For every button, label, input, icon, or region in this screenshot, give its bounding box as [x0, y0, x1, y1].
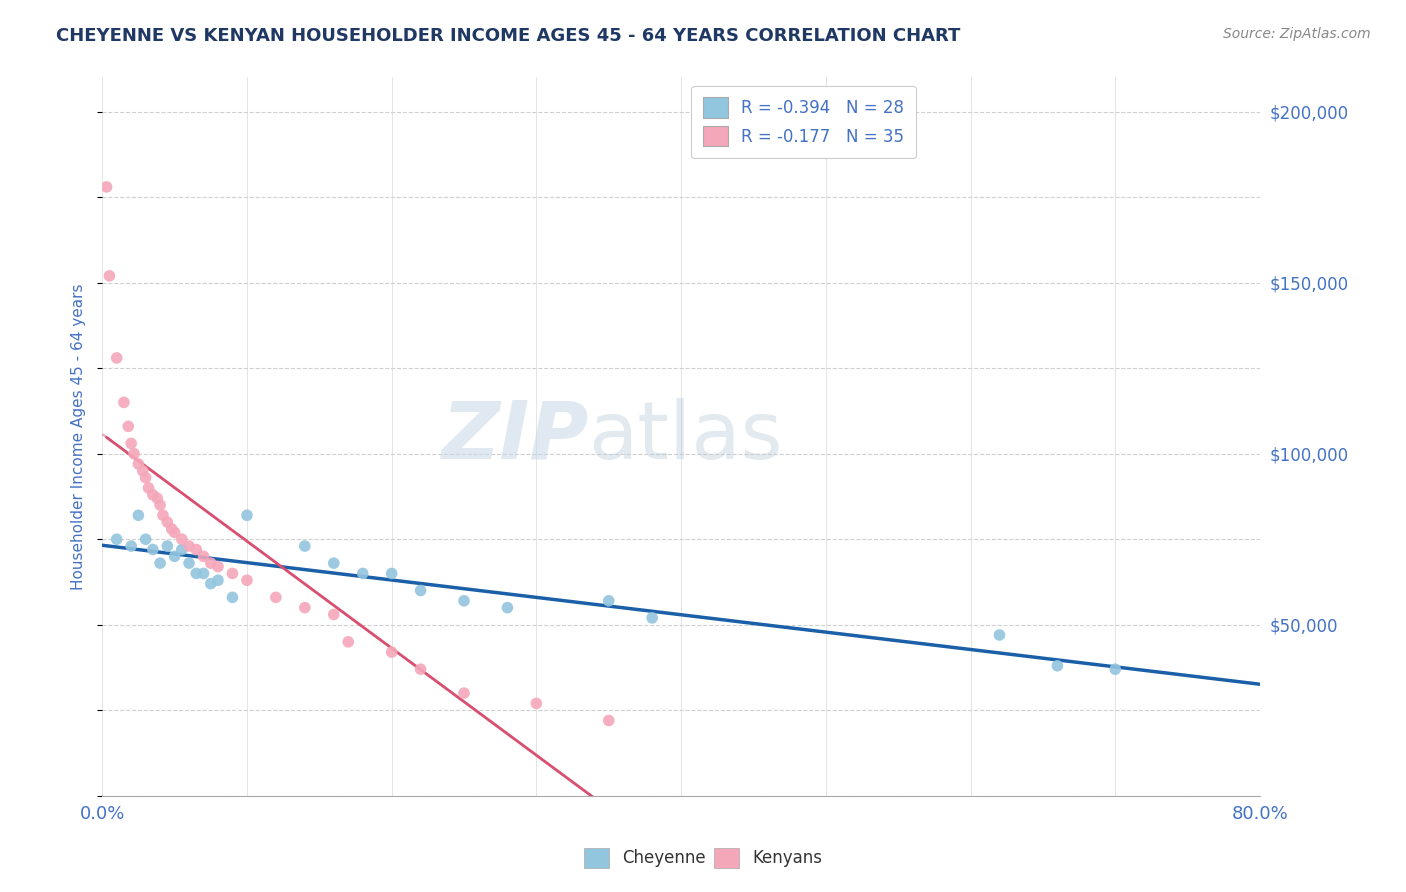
Point	[409, 662, 432, 676]
Point	[221, 591, 243, 605]
Point	[105, 533, 128, 547]
Point	[122, 447, 145, 461]
Point	[193, 549, 215, 564]
Point	[142, 542, 165, 557]
Point	[337, 635, 360, 649]
Point	[152, 508, 174, 523]
Point	[236, 508, 259, 523]
Point	[352, 566, 374, 581]
Point	[1104, 662, 1126, 676]
Point	[294, 600, 316, 615]
Point	[120, 436, 142, 450]
Point	[177, 539, 200, 553]
Point	[170, 533, 193, 547]
Point	[264, 591, 287, 605]
Point	[135, 470, 157, 484]
Y-axis label: Householder Income Ages 45 - 64 years: Householder Income Ages 45 - 64 years	[72, 284, 86, 590]
Point	[496, 600, 519, 615]
Point	[207, 559, 229, 574]
Point	[160, 522, 183, 536]
Point	[598, 714, 620, 728]
Point	[186, 542, 208, 557]
Point	[132, 464, 155, 478]
Text: Source: ZipAtlas.com: Source: ZipAtlas.com	[1223, 27, 1371, 41]
Point	[117, 419, 139, 434]
Point	[598, 594, 620, 608]
Point	[142, 488, 165, 502]
Point	[381, 566, 404, 581]
Point	[186, 566, 208, 581]
Point	[127, 457, 149, 471]
Legend: R = -0.394   N = 28, R = -0.177   N = 35: R = -0.394 N = 28, R = -0.177 N = 35	[692, 86, 915, 158]
Point	[96, 180, 118, 194]
Point	[135, 533, 157, 547]
Point	[112, 395, 135, 409]
Point	[177, 556, 200, 570]
Point	[146, 491, 169, 505]
Point	[200, 556, 222, 570]
Point	[127, 508, 149, 523]
Point	[163, 525, 186, 540]
Point	[149, 498, 172, 512]
Point	[138, 481, 160, 495]
Point	[1046, 658, 1069, 673]
Text: ZIP: ZIP	[441, 398, 589, 475]
Point	[200, 576, 222, 591]
Point	[236, 574, 259, 588]
Point	[453, 594, 475, 608]
Point	[156, 539, 179, 553]
Point	[322, 556, 344, 570]
Point	[221, 566, 243, 581]
Point	[105, 351, 128, 365]
Point	[163, 549, 186, 564]
Point	[988, 628, 1011, 642]
Point	[322, 607, 344, 622]
Point	[453, 686, 475, 700]
Point	[193, 566, 215, 581]
Point	[120, 539, 142, 553]
Text: CHEYENNE VS KENYAN HOUSEHOLDER INCOME AGES 45 - 64 YEARS CORRELATION CHART: CHEYENNE VS KENYAN HOUSEHOLDER INCOME AG…	[56, 27, 960, 45]
Point	[641, 611, 664, 625]
Point	[207, 574, 229, 588]
Point	[294, 539, 316, 553]
Point	[409, 583, 432, 598]
Text: atlas: atlas	[589, 398, 783, 475]
Point	[149, 556, 172, 570]
Legend: Cheyenne, Kenyans: Cheyenne, Kenyans	[576, 841, 830, 875]
Point	[156, 515, 179, 529]
Point	[170, 542, 193, 557]
Point	[524, 697, 547, 711]
Point	[98, 268, 121, 283]
Point	[381, 645, 404, 659]
